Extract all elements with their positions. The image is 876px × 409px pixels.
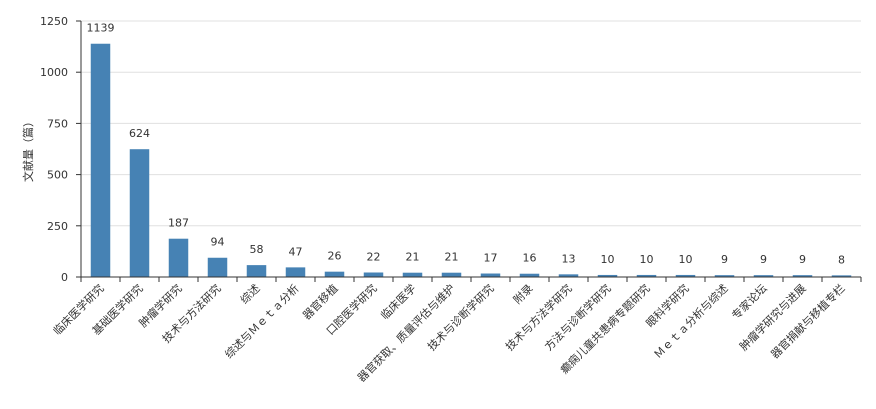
data-label: 10 (601, 253, 615, 266)
x-tick-label: Ｍｅｔａ分析与综述 (651, 281, 731, 361)
axes: 025050075010001250临床医学研究基础医学研究肿瘤学研究技术与方法… (40, 15, 862, 384)
y-tick-label: 0 (61, 271, 68, 284)
data-label: 26 (328, 250, 342, 263)
data-label: 16 (523, 252, 537, 265)
bar[interactable] (402, 272, 423, 277)
bar[interactable] (90, 43, 111, 277)
data-label: 58 (250, 243, 264, 256)
x-tick-label: 综述 (237, 281, 262, 306)
data-label: 9 (721, 253, 728, 266)
x-tick-label: 技术与诊断学研究 (424, 281, 496, 353)
bar[interactable] (558, 274, 579, 277)
y-tick-label: 1250 (40, 15, 68, 28)
data-label: 21 (406, 251, 420, 264)
data-label: 187 (168, 217, 189, 230)
bar[interactable] (207, 257, 228, 277)
data-label: 21 (445, 251, 459, 264)
data-label: 9 (799, 253, 806, 266)
x-tick-label: 器官移植 (300, 281, 341, 322)
bar[interactable] (636, 274, 657, 277)
y-tick-label: 500 (47, 169, 68, 182)
data-label: 624 (129, 127, 150, 140)
bar[interactable] (363, 272, 384, 277)
data-label: 1139 (87, 22, 115, 35)
x-tick-label: 肿瘤学研究与进展 (736, 281, 808, 353)
bar[interactable] (831, 275, 852, 277)
data-label: 22 (367, 250, 381, 263)
bar[interactable] (324, 271, 345, 277)
y-axis-title: 文献量（篇） (21, 116, 35, 182)
x-tick-label: 专家论坛 (729, 281, 770, 322)
data-labels: 1139 624 187 94 58 47 26 22 21 21 17 16 13 10 10 10 9 9 9 8 (87, 22, 846, 267)
bar[interactable] (441, 272, 462, 277)
bar[interactable] (168, 238, 189, 277)
data-label: 94 (211, 236, 225, 249)
x-tick-label: 附录 (510, 281, 535, 306)
y-tick-label: 1000 (40, 66, 68, 79)
x-tick-label: 器官捐献与移植专栏 (768, 281, 848, 361)
bar[interactable] (753, 275, 774, 277)
bar[interactable] (246, 265, 267, 277)
data-label: 47 (289, 245, 303, 258)
bar[interactable] (792, 275, 813, 277)
x-tick-label: 综述与Ｍｅｔａ分析 (222, 281, 302, 361)
bar[interactable] (519, 273, 540, 277)
data-label: 13 (562, 252, 576, 265)
bar[interactable] (597, 274, 618, 277)
bar[interactable] (285, 267, 306, 277)
x-tick-label: 方法与诊断学研究 (541, 281, 613, 353)
x-tick-label: 临床医学 (378, 281, 419, 322)
bar[interactable] (129, 149, 150, 277)
data-label: 10 (640, 253, 654, 266)
x-tick-label: 技术与方法学研究 (502, 281, 574, 353)
y-tick-label: 750 (47, 117, 68, 130)
bars (90, 43, 852, 277)
bar[interactable] (714, 275, 735, 277)
data-label: 17 (484, 252, 498, 265)
data-label: 8 (838, 253, 845, 266)
grid-lines (81, 20, 861, 227)
data-label: 10 (679, 253, 693, 266)
bar[interactable] (675, 274, 696, 277)
bar[interactable] (480, 273, 501, 277)
data-label: 9 (760, 253, 767, 266)
y-tick-label: 250 (47, 220, 68, 233)
